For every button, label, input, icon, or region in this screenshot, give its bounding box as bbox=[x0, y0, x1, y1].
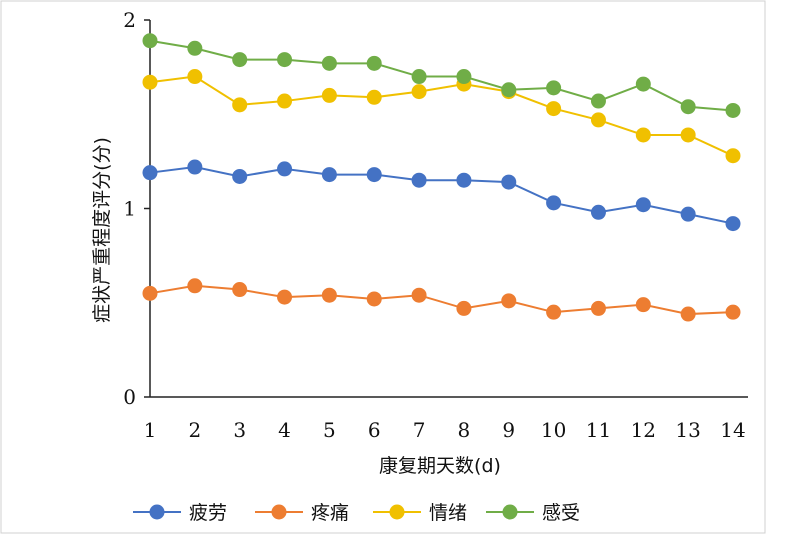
data-point bbox=[546, 304, 562, 320]
data-point bbox=[546, 195, 562, 211]
data-point bbox=[680, 127, 696, 143]
x-tick-label: 9 bbox=[502, 418, 515, 442]
series-points bbox=[142, 33, 741, 322]
legend-label: 情绪 bbox=[429, 502, 467, 524]
data-point bbox=[232, 52, 248, 68]
x-tick-label: 6 bbox=[368, 418, 381, 442]
x-ticks: 1 2 3 4 5 6 7 8 9 10 11 12 13 14 bbox=[144, 418, 746, 442]
data-point bbox=[142, 74, 158, 90]
data-point bbox=[321, 167, 337, 183]
data-point bbox=[411, 287, 427, 303]
x-tick-label: 3 bbox=[233, 418, 246, 442]
x-tick-label: 2 bbox=[188, 418, 201, 442]
data-point bbox=[501, 293, 517, 309]
data-point bbox=[546, 80, 562, 96]
data-point bbox=[725, 148, 741, 164]
data-point bbox=[635, 197, 651, 213]
x-tick-label: 12 bbox=[631, 418, 656, 442]
data-point bbox=[590, 300, 606, 316]
data-point bbox=[187, 159, 203, 175]
data-point bbox=[456, 300, 472, 316]
data-point bbox=[232, 282, 248, 298]
data-point bbox=[411, 172, 427, 188]
data-point bbox=[590, 93, 606, 109]
data-point bbox=[725, 102, 741, 118]
data-point bbox=[501, 82, 517, 98]
data-point bbox=[142, 165, 158, 181]
legend-label: 感受 bbox=[542, 502, 580, 524]
x-tick-label: 13 bbox=[675, 418, 700, 442]
data-point bbox=[411, 84, 427, 100]
data-point bbox=[366, 291, 382, 307]
data-point bbox=[546, 101, 562, 117]
data-point bbox=[277, 289, 293, 305]
data-point bbox=[635, 127, 651, 143]
x-tick-label: 10 bbox=[541, 418, 566, 442]
data-point bbox=[366, 167, 382, 183]
x-tick-label: 4 bbox=[278, 418, 291, 442]
legend: 疲劳 疼痛 情绪 感受 bbox=[133, 502, 580, 524]
data-point bbox=[321, 287, 337, 303]
data-point bbox=[725, 304, 741, 320]
y-axis-title: 症状严重程度评分(分) bbox=[91, 137, 113, 323]
legend-label: 疲劳 bbox=[189, 502, 227, 524]
data-point bbox=[142, 285, 158, 301]
data-point bbox=[366, 55, 382, 71]
data-point bbox=[501, 174, 517, 190]
series-line-1 bbox=[149, 166, 734, 225]
data-point bbox=[680, 99, 696, 115]
y-tick-label: 0 bbox=[123, 385, 136, 409]
series-line-3 bbox=[149, 75, 734, 157]
data-point bbox=[277, 52, 293, 68]
data-point bbox=[232, 97, 248, 113]
data-point bbox=[635, 76, 651, 92]
data-point bbox=[321, 87, 337, 103]
legend-marker bbox=[149, 504, 165, 520]
data-point bbox=[411, 69, 427, 85]
data-point bbox=[366, 89, 382, 105]
data-point bbox=[725, 216, 741, 232]
legend-label: 疼痛 bbox=[311, 502, 349, 524]
x-tick-label: 11 bbox=[586, 418, 611, 442]
chart-frame bbox=[0, 0, 766, 534]
data-point bbox=[142, 33, 158, 49]
data-point bbox=[321, 55, 337, 71]
y-tick-label: 2 bbox=[123, 8, 136, 32]
data-point bbox=[187, 278, 203, 294]
data-point bbox=[456, 69, 472, 85]
y-tick-label: 1 bbox=[123, 197, 136, 221]
data-point bbox=[187, 40, 203, 56]
x-axis-title: 康复期天数(d) bbox=[379, 455, 501, 477]
x-tick-label: 8 bbox=[458, 418, 471, 442]
data-point bbox=[680, 206, 696, 222]
legend-marker bbox=[502, 504, 518, 520]
x-tick-label: 7 bbox=[413, 418, 426, 442]
x-tick-label: 1 bbox=[144, 418, 157, 442]
data-point bbox=[187, 69, 203, 85]
data-point bbox=[456, 172, 472, 188]
data-point bbox=[590, 112, 606, 128]
data-point bbox=[635, 297, 651, 313]
y-ticks: 0 1 2 bbox=[123, 8, 150, 409]
data-point bbox=[277, 161, 293, 177]
data-point bbox=[277, 93, 293, 109]
legend-marker bbox=[389, 504, 405, 520]
x-tick-label: 5 bbox=[323, 418, 336, 442]
legend-marker bbox=[271, 504, 287, 520]
series-line-2 bbox=[149, 284, 734, 316]
x-tick-label: 14 bbox=[720, 418, 745, 442]
data-point bbox=[680, 306, 696, 322]
data-point bbox=[590, 204, 606, 220]
data-point bbox=[232, 168, 248, 184]
